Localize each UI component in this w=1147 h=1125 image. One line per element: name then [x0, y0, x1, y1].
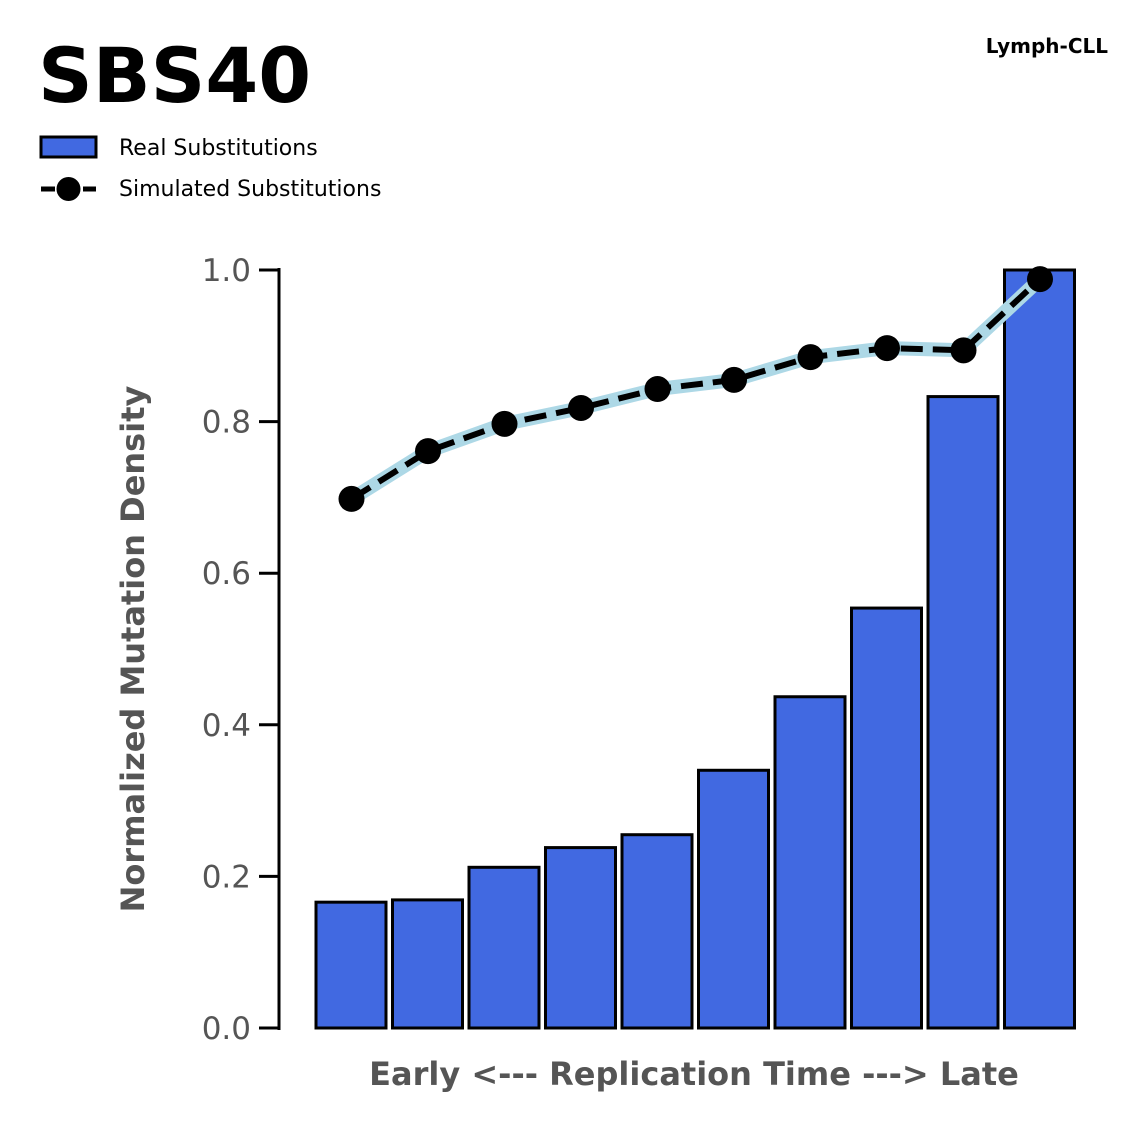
bar — [926, 395, 1000, 1030]
y-tick-label: 0.6 — [202, 556, 251, 592]
bar — [697, 768, 770, 1030]
y-axis-label: Normalized Mutation Density — [114, 386, 152, 913]
legend-label-real: Real Substitutions — [119, 136, 318, 161]
line-point — [644, 376, 671, 403]
y-tick-label: 1.0 — [202, 253, 251, 289]
y-tick-label: 0.0 — [202, 1011, 251, 1047]
line-point — [338, 485, 365, 512]
chart-subtitle: Lymph-CLL — [986, 34, 1109, 58]
line-series-simulated — [338, 266, 1053, 512]
line-point — [797, 344, 824, 371]
bar — [620, 833, 694, 1030]
bar-series-real — [314, 268, 1076, 1030]
y-tick-label: 0.4 — [202, 708, 251, 744]
y-axis-ticks: 0.0 0.2 0.4 0.6 0.8 1.0 — [202, 253, 279, 1047]
line-point — [415, 438, 441, 465]
chart-title: SBS40 — [38, 31, 311, 120]
legend-label-simulated: Simulated Substitutions — [119, 177, 381, 202]
line-path — [349, 276, 1043, 502]
bar — [391, 898, 464, 1030]
bar — [1003, 268, 1076, 1030]
line-point — [950, 337, 977, 364]
y-tick-label: 0.2 — [202, 859, 251, 895]
x-axis-label: Early <--- Replication Time ---> Late — [369, 1055, 1019, 1093]
legend: Real Substitutions Simulated Substitutio… — [39, 135, 381, 202]
line-point — [1027, 266, 1053, 293]
bar — [850, 606, 923, 1030]
line-point — [491, 410, 518, 437]
bar — [544, 846, 617, 1030]
bar — [467, 865, 541, 1030]
bar — [314, 900, 388, 1030]
legend-swatch-bar — [39, 135, 98, 159]
bar — [773, 695, 847, 1030]
line-point — [568, 394, 594, 421]
y-tick-label: 0.8 — [202, 405, 251, 441]
line-point — [721, 366, 747, 393]
legend-swatch-marker — [56, 177, 81, 201]
line-point — [874, 335, 900, 362]
